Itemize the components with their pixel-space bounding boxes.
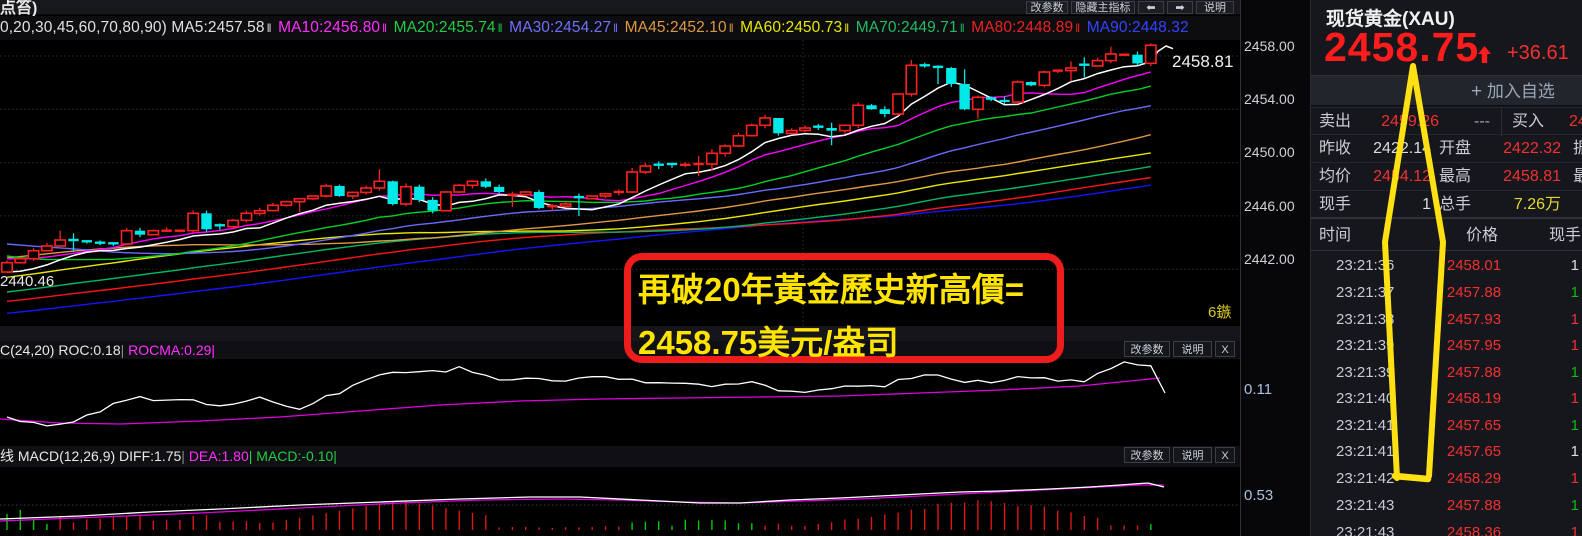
svg-text:6鏃: 6鏃	[1208, 304, 1231, 321]
svg-text:2458.81: 2458.81	[1172, 52, 1233, 71]
svg-text:2440.46: 2440.46	[0, 273, 54, 290]
